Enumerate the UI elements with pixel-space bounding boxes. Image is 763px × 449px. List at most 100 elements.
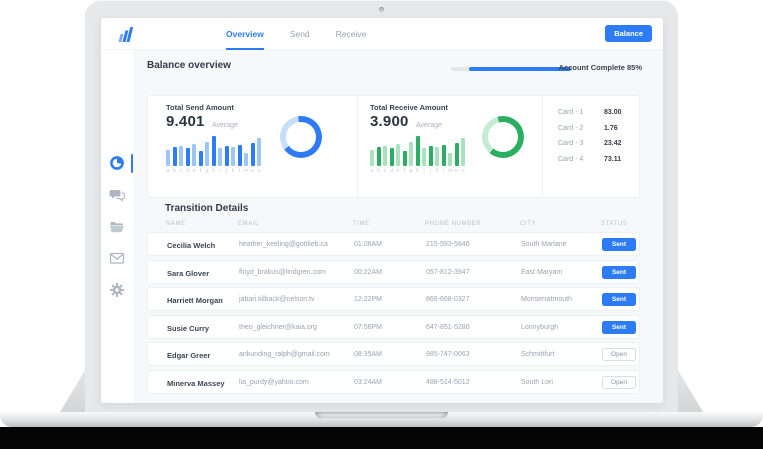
chart-tick-label: b xyxy=(172,168,177,174)
status-button[interactable]: Sent xyxy=(602,238,636,251)
card-title: Total Receive Amount xyxy=(370,103,448,112)
status-button[interactable]: Sent xyxy=(602,320,636,334)
cell-name: Susie Curry xyxy=(167,323,210,333)
cell-email: ankunding_ralph@gmail.com xyxy=(239,351,330,358)
table-row[interactable]: Sara Glover floyd_brakus@lindgren.com 00:2… xyxy=(147,259,640,284)
table-row[interactable]: Harriett Morgan jabari.kilback@nelson.tv 1… xyxy=(147,287,640,311)
chart-tick-label: g xyxy=(409,168,413,174)
mail-icon[interactable] xyxy=(109,250,125,266)
chart-bar xyxy=(231,146,235,166)
table-row[interactable]: Cecilia Welch heather_keeling@gottlieb.ca… xyxy=(147,232,640,256)
chart-tick-label: a xyxy=(370,168,374,174)
chart-tick-label: i xyxy=(423,168,425,174)
chart-bar xyxy=(211,136,216,166)
chart-bar xyxy=(179,145,183,166)
chart-bar xyxy=(192,143,196,166)
chart-bar xyxy=(441,145,446,166)
chart-bar xyxy=(409,142,413,166)
pie-chart-icon[interactable] xyxy=(109,155,125,171)
chart-bar xyxy=(389,148,394,166)
folder-icon[interactable] xyxy=(109,219,125,235)
chart-bar xyxy=(402,151,407,166)
chart-bar xyxy=(396,143,400,166)
account-progress-fill xyxy=(469,67,571,71)
chart-bar xyxy=(383,145,387,166)
chart-bar xyxy=(461,137,465,166)
tab-receive[interactable]: Receive xyxy=(335,29,367,39)
chat-icon[interactable] xyxy=(109,187,125,203)
chart-bar xyxy=(218,148,222,166)
column-header: PHONE NUMBER xyxy=(425,221,482,227)
table-row[interactable]: Edgar Greer ankunding_ralph@gmail.com 08:3… xyxy=(147,342,640,366)
tab-overview[interactable]: Overview xyxy=(226,18,264,50)
send-donut-chart xyxy=(280,116,322,158)
cell-email: lia_purdy@yahoo.com xyxy=(239,378,309,386)
chart-bar xyxy=(166,149,170,166)
cell-time: 07:56PM xyxy=(354,323,383,331)
account-progress-bar xyxy=(451,67,571,71)
cell-email: heather_keeling@gottlieb.ca xyxy=(239,241,328,248)
chart-tick-label: k xyxy=(231,168,235,174)
card-label: Card - 4 xyxy=(558,155,584,163)
column-header: CITY xyxy=(520,221,537,227)
chart-tick-label: l xyxy=(442,168,445,174)
average-label: Average xyxy=(212,122,238,129)
chart-bar xyxy=(422,148,426,166)
cell-email: floyd_brakus@lindgren.com xyxy=(239,268,326,276)
cell-phone: 057-812-3947 xyxy=(426,268,470,276)
cell-phone: 866-668-0327 xyxy=(426,296,470,303)
cell-email: jabari.kilback@nelson.tv xyxy=(239,296,315,303)
chart-tick-label: d xyxy=(185,168,190,174)
table-title: Transition Details xyxy=(165,203,249,214)
cell-city: East Maryam xyxy=(521,268,563,276)
column-header: TIME xyxy=(353,221,370,227)
bar-chart-logo-icon xyxy=(116,26,134,42)
column-header: NAME xyxy=(166,221,186,227)
nav-tabs: Overview Send Receive xyxy=(226,18,366,50)
chart-bar xyxy=(244,152,248,166)
cell-name: Edgar Greer xyxy=(167,351,211,360)
table-row[interactable]: Minerva Massey lia_purdy@yahoo.com 03:24AM… xyxy=(147,369,640,394)
laptop-base xyxy=(0,412,763,427)
status-button[interactable]: Sent xyxy=(602,265,636,279)
status-button[interactable]: Open xyxy=(602,348,636,361)
webcam-icon xyxy=(379,7,384,12)
cell-time: 12:22PM xyxy=(354,296,383,303)
sidebar xyxy=(101,50,133,403)
chart-tick-label: a xyxy=(166,168,170,174)
chart-tick-label: i xyxy=(219,168,221,174)
laptop-shadow xyxy=(0,427,763,449)
chart-bar xyxy=(454,142,459,166)
chart-bar xyxy=(198,151,203,166)
cell-email: theo_gleichner@kaia.org xyxy=(239,323,317,331)
cell-time: 08:35AM xyxy=(354,351,383,358)
cell-city: South Marlane xyxy=(521,241,567,248)
card-balance-row: Card - 4 73.11 xyxy=(543,156,641,166)
chart-tick-label: h xyxy=(211,168,216,174)
cell-name: Sara Glover xyxy=(167,268,210,278)
status-button[interactable]: Sent xyxy=(602,293,636,306)
table-row[interactable]: Susie Curry theo_gleichner@kaia.org 07:56P… xyxy=(147,314,640,339)
chart-tick-label: c xyxy=(383,168,387,174)
cards-balance-list: Card - 1 83.00 Card - 2 1.76 Card - 3 23.42 Ca… xyxy=(542,96,640,197)
cell-city: South Lori xyxy=(521,378,553,386)
average-value: 3.900 xyxy=(370,113,409,130)
receive-donut-chart xyxy=(482,116,524,158)
gear-icon[interactable] xyxy=(109,282,125,298)
send-bar-chart xyxy=(166,136,261,166)
card-value: 73.11 xyxy=(604,155,622,163)
card-label: Card - 1 xyxy=(558,109,584,116)
chart-bar xyxy=(172,147,177,166)
cell-phone: 488-514-5012 xyxy=(426,378,470,386)
card-balance-row: Card - 3 23.42 xyxy=(543,140,641,150)
balance-button[interactable]: Balance xyxy=(605,25,652,42)
account-complete-label: Account Complete 85% xyxy=(558,63,642,72)
cell-city: Monserratmouth xyxy=(521,296,572,303)
status-button[interactable]: Open xyxy=(602,375,636,389)
table-header-row: NAME EMAIL TIME PHONE NUMBER CITY STATUS xyxy=(147,221,640,231)
column-header: STATUS xyxy=(601,221,628,227)
chart-bar xyxy=(237,145,242,166)
tab-send[interactable]: Send xyxy=(289,29,310,39)
